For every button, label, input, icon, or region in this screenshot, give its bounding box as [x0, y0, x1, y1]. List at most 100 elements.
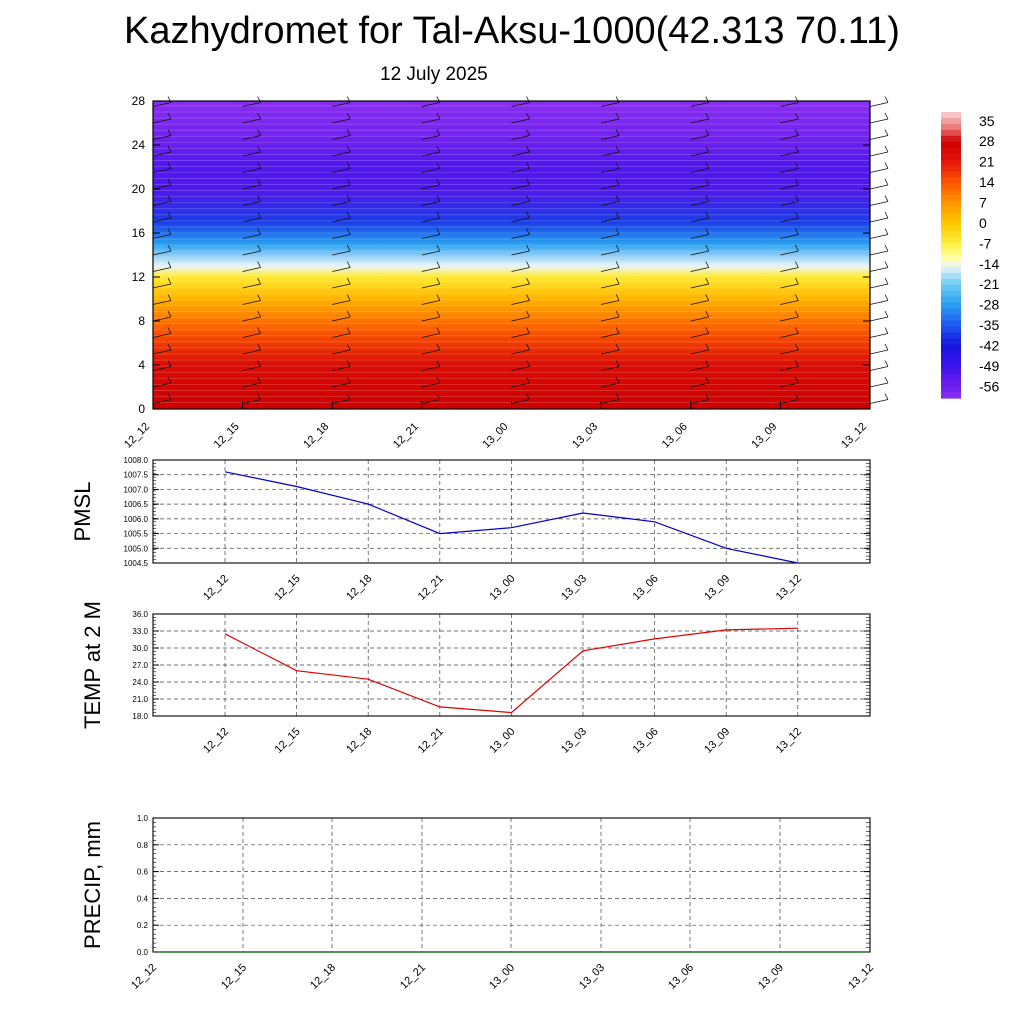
- colorbar-segment: [941, 141, 961, 149]
- wind-barb: [690, 217, 709, 223]
- wind-barb: [242, 217, 261, 223]
- colorbar-segment: [941, 201, 961, 208]
- y-tick-label: 24.0: [132, 678, 148, 687]
- wind-barb: [242, 349, 261, 355]
- wind-barb: [242, 234, 261, 239]
- wind-barb-flag: [346, 327, 351, 334]
- page-title: Kazhydromet for Tal-Aksu-1000(42.313 70.…: [124, 10, 900, 52]
- y-tick-label: 18.0: [132, 712, 148, 721]
- colorbar-label: -42: [979, 337, 999, 353]
- colorbar-segment: [941, 320, 961, 328]
- wind-barb-flag: [615, 211, 620, 219]
- wind-barb: [242, 135, 261, 140]
- y-tick-label: 12: [132, 270, 146, 284]
- wind-barb: [511, 135, 530, 140]
- wind-barb-flag: [615, 343, 620, 351]
- wind-barb-flag: [257, 211, 261, 219]
- wind-barb-flag: [884, 162, 889, 169]
- wind-barb: [511, 184, 530, 190]
- wind-barb-flag: [884, 294, 889, 301]
- wind-barb-flag: [615, 195, 620, 202]
- wind-barb-flag: [346, 294, 351, 301]
- wind-barb-flag: [795, 360, 799, 367]
- wind-barb-flag: [257, 393, 261, 400]
- wind-barb: [511, 201, 530, 206]
- wind-barb-flag: [615, 393, 620, 400]
- wind-barb: [869, 151, 889, 157]
- wind-barb-flag: [167, 145, 172, 153]
- wind-barb-flag: [436, 228, 441, 235]
- x-tick-label: 13_12: [774, 726, 804, 756]
- wind-barb: [152, 382, 172, 388]
- colorbar-segment: [941, 374, 961, 381]
- wind-barb: [242, 201, 261, 206]
- wind-barb: [780, 168, 799, 173]
- wind-barb-flag: [884, 376, 889, 384]
- wind-barb-flag: [526, 310, 530, 318]
- x-tick-label: 13_09: [702, 726, 732, 756]
- wind-barb-flag: [346, 261, 351, 268]
- wind-barb: [421, 184, 440, 190]
- wind-barb: [511, 118, 530, 124]
- wind-barb: [601, 283, 620, 289]
- colorbar-segment: [941, 153, 961, 161]
- wind-barb-flag: [884, 145, 889, 153]
- wind-barb: [601, 184, 620, 190]
- wind-barb-flag: [257, 244, 261, 252]
- wind-barb: [152, 333, 172, 338]
- colorbar-segment: [941, 117, 961, 125]
- colorbar-segment: [941, 380, 961, 387]
- wind-barb: [421, 267, 440, 272]
- wind-barb-flag: [526, 343, 530, 351]
- wind-barb: [421, 333, 440, 338]
- wind-barb: [332, 283, 351, 289]
- wind-barb: [242, 118, 261, 124]
- wind-barb-flag: [346, 277, 351, 285]
- wind-barb-flag: [436, 145, 441, 153]
- wind-barb: [152, 316, 172, 322]
- wind-barb: [869, 234, 889, 239]
- wind-barb: [690, 267, 709, 272]
- wind-barb: [690, 382, 709, 388]
- wind-barb-flag: [257, 277, 261, 285]
- wind-barb-flag: [705, 112, 710, 120]
- colorbar-segment: [941, 368, 961, 375]
- wind-barb-flag: [526, 145, 530, 153]
- colorbar-segment: [941, 183, 961, 191]
- wind-barb: [152, 399, 172, 404]
- wind-barb-flag: [705, 376, 710, 384]
- wind-barb: [690, 366, 709, 371]
- x-tick-label: 13_00: [481, 421, 511, 451]
- y-axis-label: TEMP at 2 M: [80, 601, 105, 729]
- wind-barb-flag: [615, 294, 620, 301]
- wind-barb: [601, 168, 620, 173]
- wind-barb-flag: [705, 129, 710, 136]
- wind-barb: [780, 300, 799, 305]
- y-tick-label: 0.4: [137, 894, 149, 903]
- wind-barb: [242, 333, 261, 338]
- wind-barb-flag: [167, 129, 172, 136]
- wind-barb-flag: [526, 178, 530, 186]
- wind-barb-flag: [167, 162, 172, 169]
- wind-barb-flag: [795, 178, 799, 186]
- wind-barb-flag: [526, 112, 530, 120]
- wind-barb: [511, 102, 530, 107]
- wind-barb-flag: [884, 211, 889, 219]
- wind-barb-flag: [526, 129, 530, 136]
- y-tick-label: 1007.0: [124, 485, 149, 494]
- wind-barb-flag: [167, 178, 172, 186]
- wind-barb: [332, 102, 351, 107]
- wind-barb: [780, 217, 799, 223]
- wind-barb-flag: [436, 244, 441, 252]
- wind-barb-flag: [167, 343, 172, 351]
- wind-barb-flag: [346, 376, 351, 384]
- wind-barb-flag: [884, 195, 889, 202]
- wind-barb-flag: [705, 294, 710, 301]
- wind-barb: [601, 217, 620, 223]
- wind-barb: [690, 135, 709, 140]
- y-axis-label: PMSL: [70, 482, 95, 542]
- colorbar-segment: [941, 386, 961, 393]
- wind-barb: [511, 316, 530, 322]
- wind-barb-flag: [884, 393, 889, 400]
- wind-barb: [511, 382, 530, 388]
